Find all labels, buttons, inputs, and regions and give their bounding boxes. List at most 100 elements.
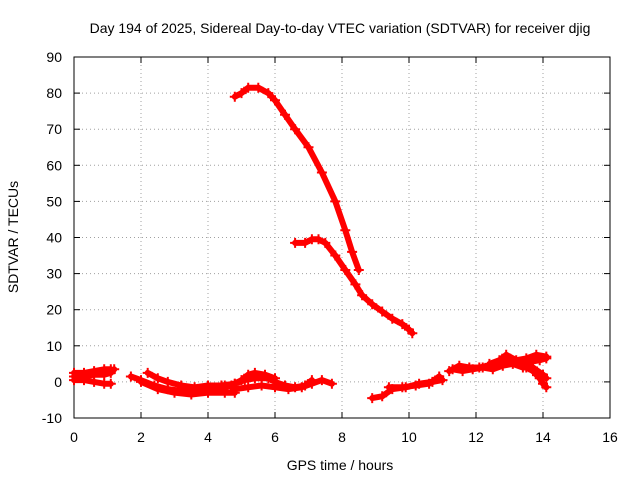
x-tick-label: 14 [535, 429, 551, 445]
data-point [290, 237, 301, 248]
data-point [243, 382, 254, 393]
x-tick-label: 12 [468, 429, 484, 445]
data-point [357, 290, 368, 301]
series-arc-c [69, 375, 116, 389]
data-point [152, 384, 163, 395]
data-point [320, 237, 331, 248]
data-point [105, 378, 116, 389]
data-point [270, 95, 280, 106]
y-tick-label: 10 [46, 338, 62, 354]
series-arc-m [484, 349, 552, 369]
data-point [511, 355, 522, 366]
x-tick-label: 10 [401, 429, 417, 445]
data-point [330, 196, 341, 207]
data-point [467, 364, 478, 375]
data-point [236, 88, 247, 99]
data-point [306, 378, 317, 389]
x-tick-label: 8 [338, 429, 346, 445]
data-point [219, 380, 230, 391]
data-point [316, 375, 327, 386]
data-point [407, 328, 418, 339]
series-arc-j [383, 371, 445, 393]
data-point [169, 387, 180, 398]
data-point [249, 373, 260, 384]
series-arc-mid [290, 234, 418, 339]
data-point [263, 373, 274, 384]
data-point [447, 364, 458, 375]
data-point [125, 371, 136, 382]
data-point [243, 82, 254, 93]
data-point [534, 373, 545, 384]
y-tick-label: 30 [46, 266, 62, 282]
data-point [105, 364, 116, 375]
data-point [229, 91, 240, 102]
data-point [340, 225, 351, 236]
x-axis-label: GPS time / hours [287, 457, 394, 473]
data-point [531, 349, 542, 360]
data-point [528, 366, 538, 377]
data-point [377, 391, 388, 402]
data-point [410, 380, 421, 391]
data-point [487, 364, 498, 375]
data-point [494, 355, 505, 366]
data-point [434, 371, 445, 382]
data-point [176, 380, 187, 391]
x-tick-label: 16 [602, 429, 618, 445]
y-tick-label: 60 [46, 157, 62, 173]
series-arc-n [521, 362, 552, 393]
data-point [541, 382, 552, 393]
data-point [541, 351, 552, 362]
data-point [162, 376, 173, 387]
series-arc-high [229, 82, 364, 275]
y-axis-label: SDTVAR / TECUs [5, 181, 21, 293]
data-point [424, 378, 435, 389]
data-point [313, 234, 324, 245]
data-point [152, 373, 163, 384]
data-point [340, 265, 351, 275]
x-tick-label: 2 [137, 429, 145, 445]
y-tick-label: 0 [54, 374, 62, 390]
data-point [189, 382, 200, 393]
x-tick-label: 6 [271, 429, 279, 445]
x-tick-label: 4 [204, 429, 212, 445]
data-point [316, 167, 327, 178]
data-point [89, 366, 100, 377]
data-point [377, 306, 388, 317]
data-point [69, 375, 79, 386]
grid [74, 57, 610, 418]
series-arc-f [136, 376, 240, 400]
data-point [283, 384, 294, 395]
y-tick-label: 70 [46, 121, 62, 137]
data-point [477, 362, 488, 373]
data-point [79, 375, 89, 386]
y-tick-label: 80 [46, 85, 62, 101]
data-point [229, 384, 240, 395]
y-tick-label: 40 [46, 230, 62, 246]
axis-ticks: 0 2 4 6 8 10 12 14 16 -10 0 10 20 30 40 50 60 70 80 90 [42, 49, 618, 445]
data-point [397, 319, 408, 330]
data-point [457, 366, 468, 377]
data-point [330, 250, 341, 261]
data-point [142, 367, 153, 378]
data-point [256, 380, 267, 391]
y-tick-label: -10 [42, 410, 62, 426]
data-point [353, 265, 364, 275]
data-point [326, 378, 337, 389]
data-point [497, 360, 508, 371]
data-point [383, 382, 394, 393]
data-point [270, 382, 280, 393]
data-point [89, 376, 100, 387]
chart-title: Day 194 of 2025, Sidereal Day-to-day VTE… [90, 20, 591, 36]
data-point [136, 376, 146, 387]
data-point [203, 387, 213, 398]
data-series [69, 82, 552, 404]
data-point [367, 393, 378, 404]
y-tick-label: 50 [46, 193, 62, 209]
data-point [263, 88, 274, 99]
x-tick-label: 0 [70, 429, 78, 445]
data-point [397, 382, 408, 393]
data-point [350, 279, 361, 290]
data-point [290, 124, 301, 135]
data-point [296, 382, 307, 393]
